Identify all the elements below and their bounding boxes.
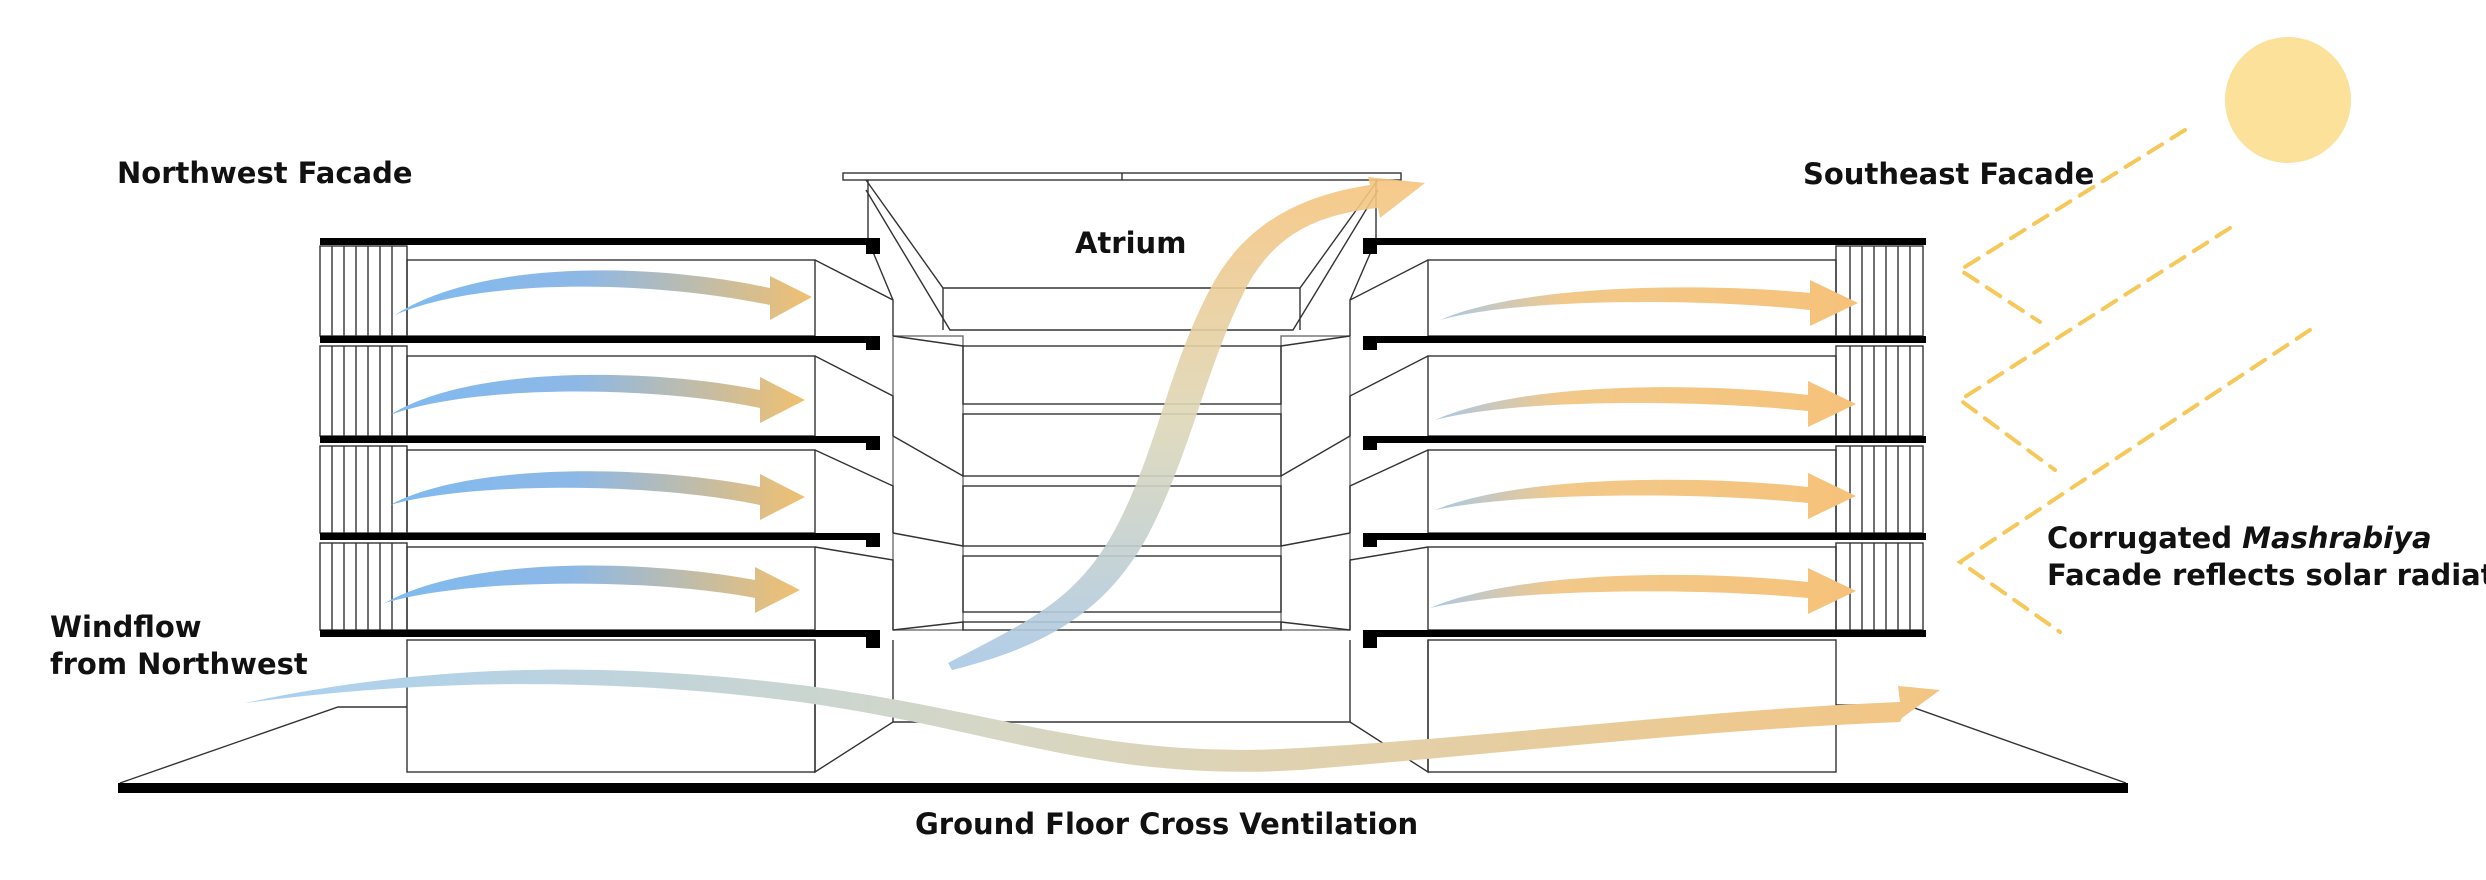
windflow-label-line-1: Windflow [50, 610, 202, 644]
building-structure [119, 172, 2127, 784]
ground-floor-label: Ground Floor Cross Ventilation [915, 807, 1419, 841]
southeast-facade-label: Southeast Facade [1803, 157, 2095, 191]
warm-arrow-floor-1 [1440, 280, 1858, 326]
windflow-label-line-2: from Northwest [50, 647, 308, 681]
warm-arrow-floor-3 [1435, 473, 1856, 519]
warm-arrow-floor-2 [1435, 381, 1856, 427]
mashrabiya-label-line-1: Corrugated Mashrabiya [2047, 520, 2486, 557]
ground-ventilation-arrow [245, 669, 1940, 772]
mashrabiya-label: Corrugated Mashrabiya Facade reflects so… [2047, 520, 2486, 594]
solar-rays [1956, 128, 2312, 634]
windflow-arrow-floor-2 [390, 374, 805, 423]
floor-slabs [118, 238, 2128, 793]
windflow-arrow-floor-3 [390, 471, 805, 520]
mashrabiya-italic: Mashrabiya [2242, 521, 2432, 555]
atrium-label: Atrium [1075, 226, 1187, 260]
windflow-label: Windflow from Northwest [50, 609, 308, 683]
windflow-arrow-floor-1 [395, 270, 812, 320]
mashrabiya-prefix: Corrugated [2047, 521, 2243, 555]
sun-icon [2225, 37, 2351, 163]
atrium-updraft-arrow [948, 177, 1425, 670]
warm-arrow-floor-4 [1430, 568, 1856, 614]
windflow-arrow-floor-4 [385, 565, 800, 613]
airflow-arrows [245, 177, 1940, 772]
mashrabiya-label-line-2: Facade reflects solar radiation [2047, 558, 2486, 592]
northwest-facade-label: Northwest Facade [117, 156, 413, 190]
